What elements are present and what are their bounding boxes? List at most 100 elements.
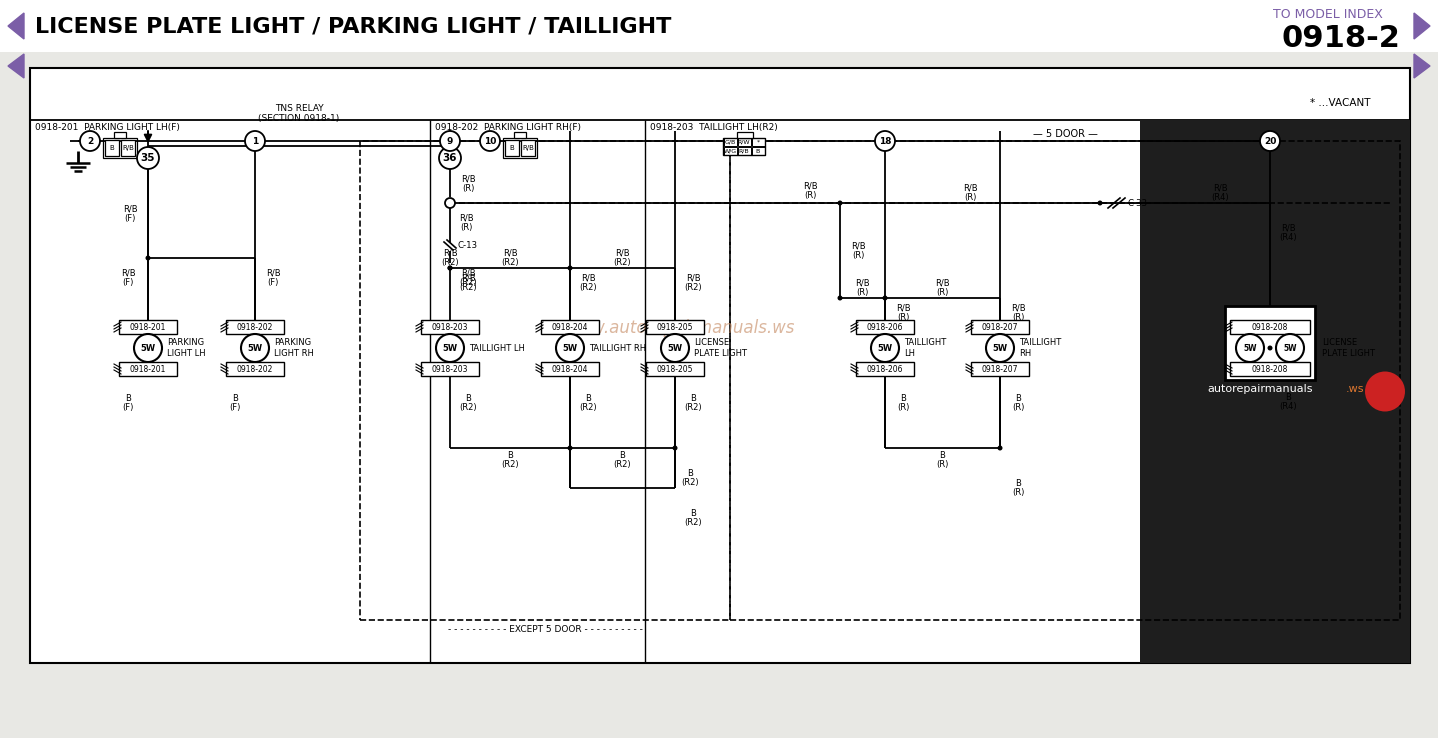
Text: 5W: 5W [562, 343, 578, 353]
Text: 20: 20 [1264, 137, 1276, 145]
Text: 0918-203: 0918-203 [431, 365, 469, 373]
Text: B
(R2): B (R2) [502, 451, 519, 469]
Bar [731, 141, 1401, 620]
Circle shape [883, 295, 887, 300]
Bar [752, 147, 765, 155]
Text: 5W: 5W [443, 343, 457, 353]
Text: R/B
(R2): R/B (R2) [580, 274, 597, 292]
Bar [971, 320, 1030, 334]
Circle shape [480, 131, 500, 151]
Circle shape [1237, 334, 1264, 362]
Bar [1229, 320, 1310, 334]
Bar [646, 362, 705, 376]
Text: R/B
(R): R/B (R) [460, 175, 476, 193]
Text: 5W: 5W [877, 343, 893, 353]
Text: 5W: 5W [1244, 343, 1257, 353]
Text: R/B
(R4): R/B (R4) [1211, 184, 1229, 202]
Bar [521, 140, 535, 156]
Circle shape [1365, 371, 1405, 412]
Text: 35: 35 [141, 153, 155, 163]
Text: R/B
(R): R/B (R) [802, 182, 817, 200]
Text: TAILLIGHT LH: TAILLIGHT LH [469, 343, 525, 353]
Text: R/B
(R): R/B (R) [962, 184, 978, 202]
Text: 0918-206: 0918-206 [867, 365, 903, 373]
Circle shape [436, 334, 464, 362]
Text: B
(R2): B (R2) [682, 469, 699, 487]
Circle shape [1267, 345, 1273, 351]
Bar [856, 320, 915, 334]
Text: 0918-202: 0918-202 [237, 365, 273, 373]
Circle shape [81, 131, 101, 151]
Bar [226, 362, 283, 376]
Bar [1225, 306, 1314, 380]
Text: R/B
(R): R/B (R) [851, 241, 866, 261]
Circle shape [568, 266, 572, 271]
Text: B
(R): B (R) [1012, 479, 1024, 497]
Text: R/B
(R): R/B (R) [854, 279, 870, 297]
Text: 0918-207: 0918-207 [982, 323, 1018, 331]
Text: R/B
(R): R/B (R) [896, 303, 910, 323]
Text: 5W: 5W [1283, 343, 1297, 353]
Circle shape [242, 334, 269, 362]
Text: 0918-207: 0918-207 [982, 365, 1018, 373]
Bar [723, 138, 765, 155]
Text: 9: 9 [447, 137, 453, 145]
Text: 0918-205: 0918-205 [657, 365, 693, 373]
Text: 0918-208: 0918-208 [1252, 323, 1288, 331]
Bar [114, 132, 127, 138]
Text: TNS RELAY
(SECTION 0918-1): TNS RELAY (SECTION 0918-1) [259, 103, 339, 123]
Text: R/W: R/W [738, 139, 751, 145]
Circle shape [134, 334, 162, 362]
Text: R/B
(R2): R/B (R2) [613, 249, 631, 267]
Bar [104, 138, 137, 158]
Text: B: B [509, 145, 515, 151]
Text: 18: 18 [879, 137, 892, 145]
Text: TAILLIGHT
LH: TAILLIGHT LH [905, 338, 946, 358]
Text: B
(R2): B (R2) [684, 393, 702, 413]
Text: 0918-204: 0918-204 [552, 323, 588, 331]
Text: R/B: R/B [739, 148, 749, 154]
Bar [513, 132, 526, 138]
Circle shape [1276, 334, 1304, 362]
Text: *: * [756, 139, 759, 145]
Polygon shape [1414, 54, 1429, 78]
Bar [856, 362, 915, 376]
Text: R/B
(R2): R/B (R2) [459, 274, 477, 292]
Bar [119, 362, 177, 376]
Text: R/B
(R): R/B (R) [935, 279, 949, 297]
Circle shape [1097, 201, 1103, 205]
Text: TO MODEL INDEX: TO MODEL INDEX [1273, 7, 1383, 21]
Text: B: B [109, 145, 115, 151]
Text: 0918-201: 0918-201 [129, 323, 167, 331]
Circle shape [986, 334, 1014, 362]
Polygon shape [9, 13, 24, 39]
Text: R/B
(F): R/B (F) [266, 269, 280, 287]
Text: B
(F): B (F) [229, 393, 240, 413]
Bar [738, 147, 751, 155]
Bar [119, 320, 177, 334]
Text: 5W: 5W [667, 343, 683, 353]
Text: B
(R2): B (R2) [459, 393, 477, 413]
Bar [421, 320, 479, 334]
Bar [0, 0, 1438, 52]
Text: B
(F): B (F) [122, 393, 134, 413]
Circle shape [145, 255, 151, 261]
Circle shape [661, 334, 689, 362]
Bar [971, 362, 1030, 376]
Text: B
(R2): B (R2) [580, 393, 597, 413]
Text: B
(R): B (R) [936, 451, 948, 469]
Text: 1: 1 [252, 137, 259, 145]
Bar [505, 140, 519, 156]
Circle shape [874, 131, 894, 151]
Text: W/G: W/G [723, 148, 736, 154]
Bar [30, 68, 1411, 663]
Text: R/B: R/B [522, 145, 533, 151]
Circle shape [673, 446, 677, 450]
Text: autorepairmanuals: autorepairmanuals [1208, 384, 1313, 393]
Bar [226, 320, 283, 334]
Text: LICENSE
PLATE LIGHT: LICENSE PLATE LIGHT [695, 338, 746, 358]
Text: LICENSE
PLATE LIGHT: LICENSE PLATE LIGHT [1322, 338, 1375, 358]
Text: TAILLIGHT RH: TAILLIGHT RH [590, 343, 646, 353]
Bar [738, 138, 751, 146]
Text: B
(R2): B (R2) [684, 508, 702, 528]
